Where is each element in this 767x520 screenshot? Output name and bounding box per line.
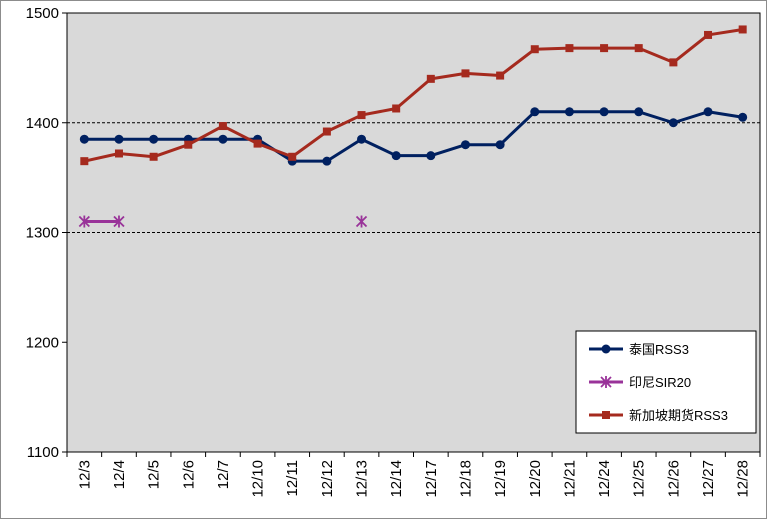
series-line <box>84 110 743 163</box>
data-point <box>461 69 470 78</box>
y-tick-label: 1300 <box>26 225 59 242</box>
x-tick-label: 12/13 <box>354 460 371 498</box>
y-tick-label: 1500 <box>26 5 59 22</box>
data-point <box>149 152 158 161</box>
data-point <box>669 58 678 67</box>
series-line <box>84 27 743 163</box>
gridlines <box>67 122 760 233</box>
data-point <box>426 151 436 161</box>
series-2 <box>80 25 747 166</box>
data-point <box>599 107 609 117</box>
data-point <box>704 30 713 39</box>
data-point <box>426 74 435 83</box>
series-1 <box>78 215 368 228</box>
data-point <box>357 134 367 144</box>
x-tick-label: 12/27 <box>700 460 717 498</box>
data-point <box>114 134 124 144</box>
x-tick-label: 12/6 <box>180 460 197 489</box>
x-tick-label: 12/7 <box>215 460 232 489</box>
x-tick-label: 12/10 <box>250 460 267 498</box>
legend: 泰国RSS3 印尼SIR20 新加坡期货RSS3 <box>575 330 757 434</box>
data-point <box>668 118 678 128</box>
data-point <box>496 71 505 80</box>
x-tick-label: 12/11 <box>284 460 301 496</box>
data-point <box>322 156 332 166</box>
data-point <box>184 140 193 149</box>
data-point <box>322 127 331 136</box>
x-tick-label: 12/24 <box>596 460 613 498</box>
data-point <box>460 140 470 150</box>
data-point <box>114 149 123 158</box>
x-tick-label: 12/28 <box>735 460 752 498</box>
x-tick-label: 12/26 <box>665 460 682 498</box>
x-tick-label: 12/4 <box>111 460 128 489</box>
data-point <box>738 25 747 34</box>
legend-entry-thai: 泰国RSS3 <box>589 342 689 357</box>
data-point <box>218 122 227 131</box>
data-point <box>634 44 643 53</box>
data-point <box>565 44 574 53</box>
data-point <box>78 215 90 228</box>
data-point <box>495 140 505 150</box>
x-axis-ticks: 12/3 12/4 12/5 12/6 12/7 12/10 12/11 12/12 12/13… <box>66 452 761 498</box>
data-point <box>392 104 401 113</box>
x-tick-label: 12/20 <box>527 460 544 498</box>
data-point <box>634 107 644 117</box>
data-point <box>113 215 125 228</box>
y-axis-ticks: 1100 1200 1300 1400 1500 <box>26 5 67 461</box>
data-point <box>391 151 401 161</box>
series-0 <box>79 107 748 166</box>
x-tick-label: 12/17 <box>423 460 440 498</box>
y-tick-label: 1400 <box>26 115 59 132</box>
x-tick-label: 12/5 <box>146 460 163 489</box>
data-point <box>288 152 297 161</box>
data-point <box>253 139 262 148</box>
y-tick-label: 1100 <box>27 444 59 461</box>
x-tick-label: 12/21 <box>561 460 578 498</box>
x-tick-label: 12/14 <box>388 460 405 498</box>
data-point <box>80 157 89 166</box>
data-point <box>149 134 159 144</box>
data-point <box>703 107 713 117</box>
legend-label-singapore: 新加坡期货RSS3 <box>629 408 728 423</box>
data-point <box>357 111 366 120</box>
x-tick-label: 12/3 <box>76 460 93 489</box>
data-point <box>79 134 89 144</box>
data-point <box>355 215 368 228</box>
legend-marker-thai <box>601 344 611 354</box>
legend-label-thai: 泰国RSS3 <box>629 342 689 357</box>
data-point <box>564 107 574 117</box>
data-point <box>530 107 540 117</box>
x-tick-label: 12/18 <box>457 460 474 498</box>
x-tick-label: 12/25 <box>631 460 648 498</box>
legend-entry-indonesia: 印尼SIR20 <box>589 375 691 390</box>
legend-entry-singapore: 新加坡期货RSS3 <box>589 408 728 423</box>
data-point <box>530 45 539 54</box>
data-point <box>600 44 609 53</box>
data-point <box>218 134 228 144</box>
y-tick-label: 1200 <box>26 334 59 351</box>
series-group <box>78 25 748 228</box>
x-tick-label: 12/19 <box>492 460 509 498</box>
legend-marker-singapore <box>602 411 610 419</box>
legend-marker-indonesia <box>600 376 612 388</box>
data-point <box>738 112 748 122</box>
x-tick-label: 12/12 <box>319 460 336 498</box>
legend-label-indonesia: 印尼SIR20 <box>629 375 691 390</box>
